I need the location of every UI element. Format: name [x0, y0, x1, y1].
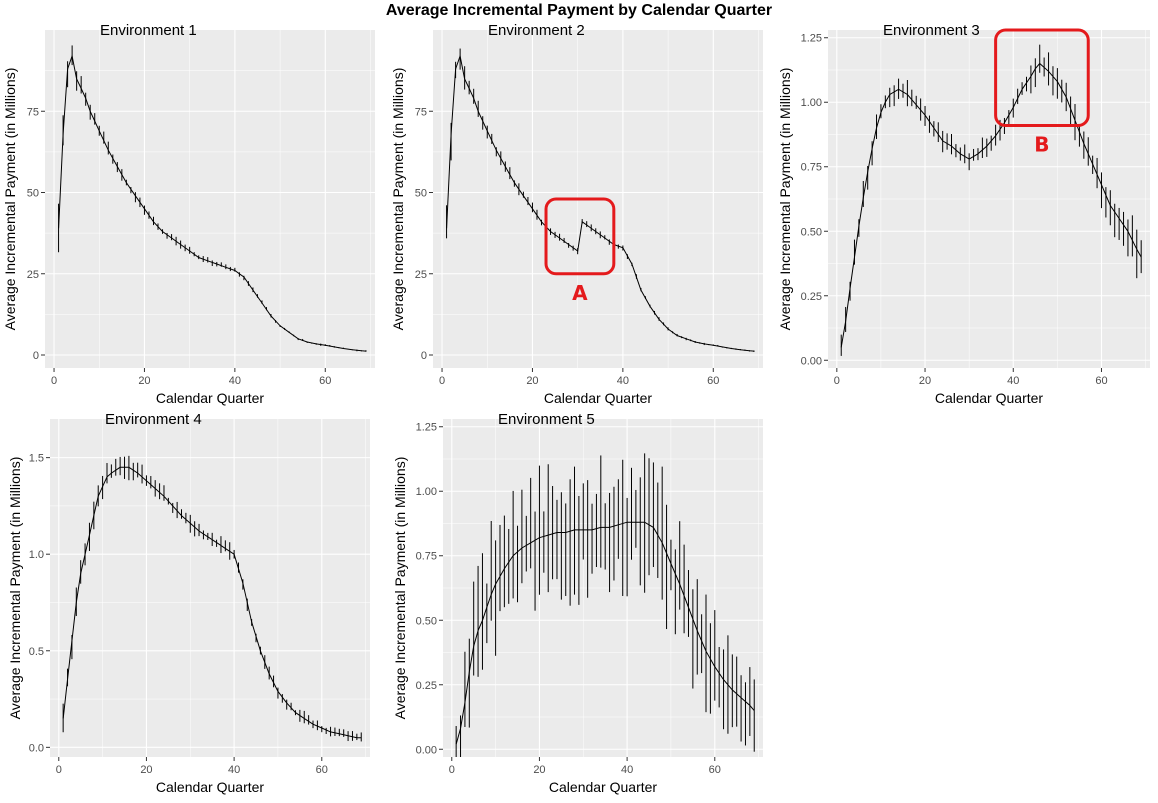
plot-panel-background	[45, 30, 375, 368]
y-tick-label: 1.25	[416, 422, 437, 434]
x-tick-label: 60	[707, 375, 719, 387]
y-tick-label: 0.00	[416, 744, 437, 756]
y-axis-title: Average Incremental Payment (in Millions…	[777, 68, 793, 331]
y-axis-title: Average Incremental Payment (in Millions…	[7, 457, 23, 720]
x-tick-label: 0	[449, 764, 455, 776]
y-tick-label: 0.5	[29, 646, 44, 658]
y-tick-label: 50	[415, 188, 427, 200]
x-tick-label: 20	[140, 764, 152, 776]
x-tick-label: 20	[526, 375, 538, 387]
x-axis-title: Calendar Quarter	[156, 390, 265, 406]
chart-panel-1: 0 20 40 60 0 25 50 75 Calendar Quarter Average In…	[2, 22, 375, 406]
x-axis-title: Calendar Quarter	[156, 779, 265, 795]
y-tick-label: 0.00	[801, 355, 822, 367]
y-tick-label: 1.00	[801, 97, 822, 109]
x-tick-label: 60	[316, 764, 328, 776]
y-tick-label: 50	[27, 188, 39, 200]
x-tick-label: 20	[533, 764, 545, 776]
x-axis-title: Calendar Quarter	[935, 390, 1044, 406]
annotation-label-B: B	[1034, 132, 1049, 156]
x-tick-label: 20	[919, 375, 931, 387]
y-axis-title: Average Incremental Payment (in Millions…	[392, 457, 408, 720]
y-tick-label: 0.25	[416, 680, 437, 692]
y-tick-label: 75	[415, 106, 427, 118]
y-tick-label: 0.75	[416, 551, 437, 563]
y-tick-label: 0.75	[801, 162, 822, 174]
x-axis-title: Calendar Quarter	[549, 779, 658, 795]
x-tick-label: 60	[319, 375, 331, 387]
panel-title: Environment 4	[105, 411, 202, 428]
y-tick-label: 0	[33, 350, 39, 362]
x-tick-label: 40	[617, 375, 629, 387]
y-tick-label: 25	[415, 269, 427, 281]
chart-panel-3: 0 20 40 60 0.00 0.25 0.50 0.75 1.00 1.25 B Calendar…	[777, 22, 1150, 406]
y-tick-label: 0.0	[29, 742, 44, 754]
annotation-box-A	[544, 197, 616, 276]
panel-title: Environment 3	[883, 22, 980, 39]
x-tick-label: 60	[709, 764, 721, 776]
y-tick-label: 0	[421, 350, 427, 362]
chart-panel-5: 0 20 40 60 0.00 0.25 0.50 0.75 1.00 1.25 Calendar …	[392, 411, 763, 795]
y-tick-label: 0.50	[801, 226, 822, 238]
y-tick-label: 75	[27, 106, 39, 118]
x-tick-label: 60	[1095, 375, 1107, 387]
y-tick-label: 0.50	[416, 615, 437, 627]
panel-title: Environment 2	[488, 22, 585, 39]
y-tick-label: 25	[27, 269, 39, 281]
x-tick-label: 20	[138, 375, 150, 387]
annotation-label-A: A	[572, 281, 588, 305]
y-axis-title: Average Incremental Payment (in Millions…	[2, 68, 18, 331]
chart-panel-4: 0 20 40 60 0.0 0.5 1.0 1.5 Calendar Quarter Avera…	[7, 411, 370, 795]
x-tick-label: 0	[51, 375, 57, 387]
x-tick-label: 0	[56, 764, 62, 776]
x-tick-label: 0	[834, 375, 840, 387]
plot-panel-background	[50, 419, 370, 757]
annotation-box-B	[994, 28, 1090, 127]
figure-title: Average Incremental Payment by Calendar …	[385, 2, 773, 19]
x-axis-title: Calendar Quarter	[544, 390, 653, 406]
y-axis-title: Average Incremental Payment (in Millions…	[390, 68, 406, 331]
panel-title: Environment 5	[498, 411, 595, 428]
y-tick-label: 1.5	[29, 453, 44, 465]
panel-title: Environment 1	[100, 22, 197, 39]
chart-panel-2: 0 20 40 60 0 25 50 75 A Calendar Quarter Average I…	[390, 22, 763, 406]
y-tick-label: 0.25	[801, 291, 822, 303]
y-tick-label: 1.00	[416, 486, 437, 498]
y-tick-label: 1.0	[29, 549, 44, 561]
y-tick-label: 1.25	[801, 33, 822, 45]
x-tick-label: 40	[229, 375, 241, 387]
x-tick-label: 40	[228, 764, 240, 776]
x-tick-label: 40	[621, 764, 633, 776]
x-tick-label: 0	[439, 375, 445, 387]
x-tick-label: 40	[1007, 375, 1019, 387]
